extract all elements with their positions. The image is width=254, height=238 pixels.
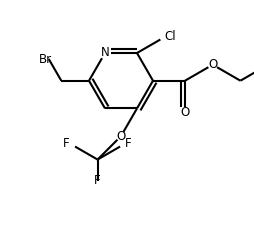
Text: F: F [63,137,70,150]
Text: N: N [101,46,109,60]
Text: Br: Br [39,53,52,66]
Text: F: F [125,137,132,150]
Text: O: O [116,130,126,143]
Text: Cl: Cl [165,30,176,44]
Text: O: O [208,58,217,71]
Text: O: O [180,106,190,119]
Text: F: F [94,174,101,187]
